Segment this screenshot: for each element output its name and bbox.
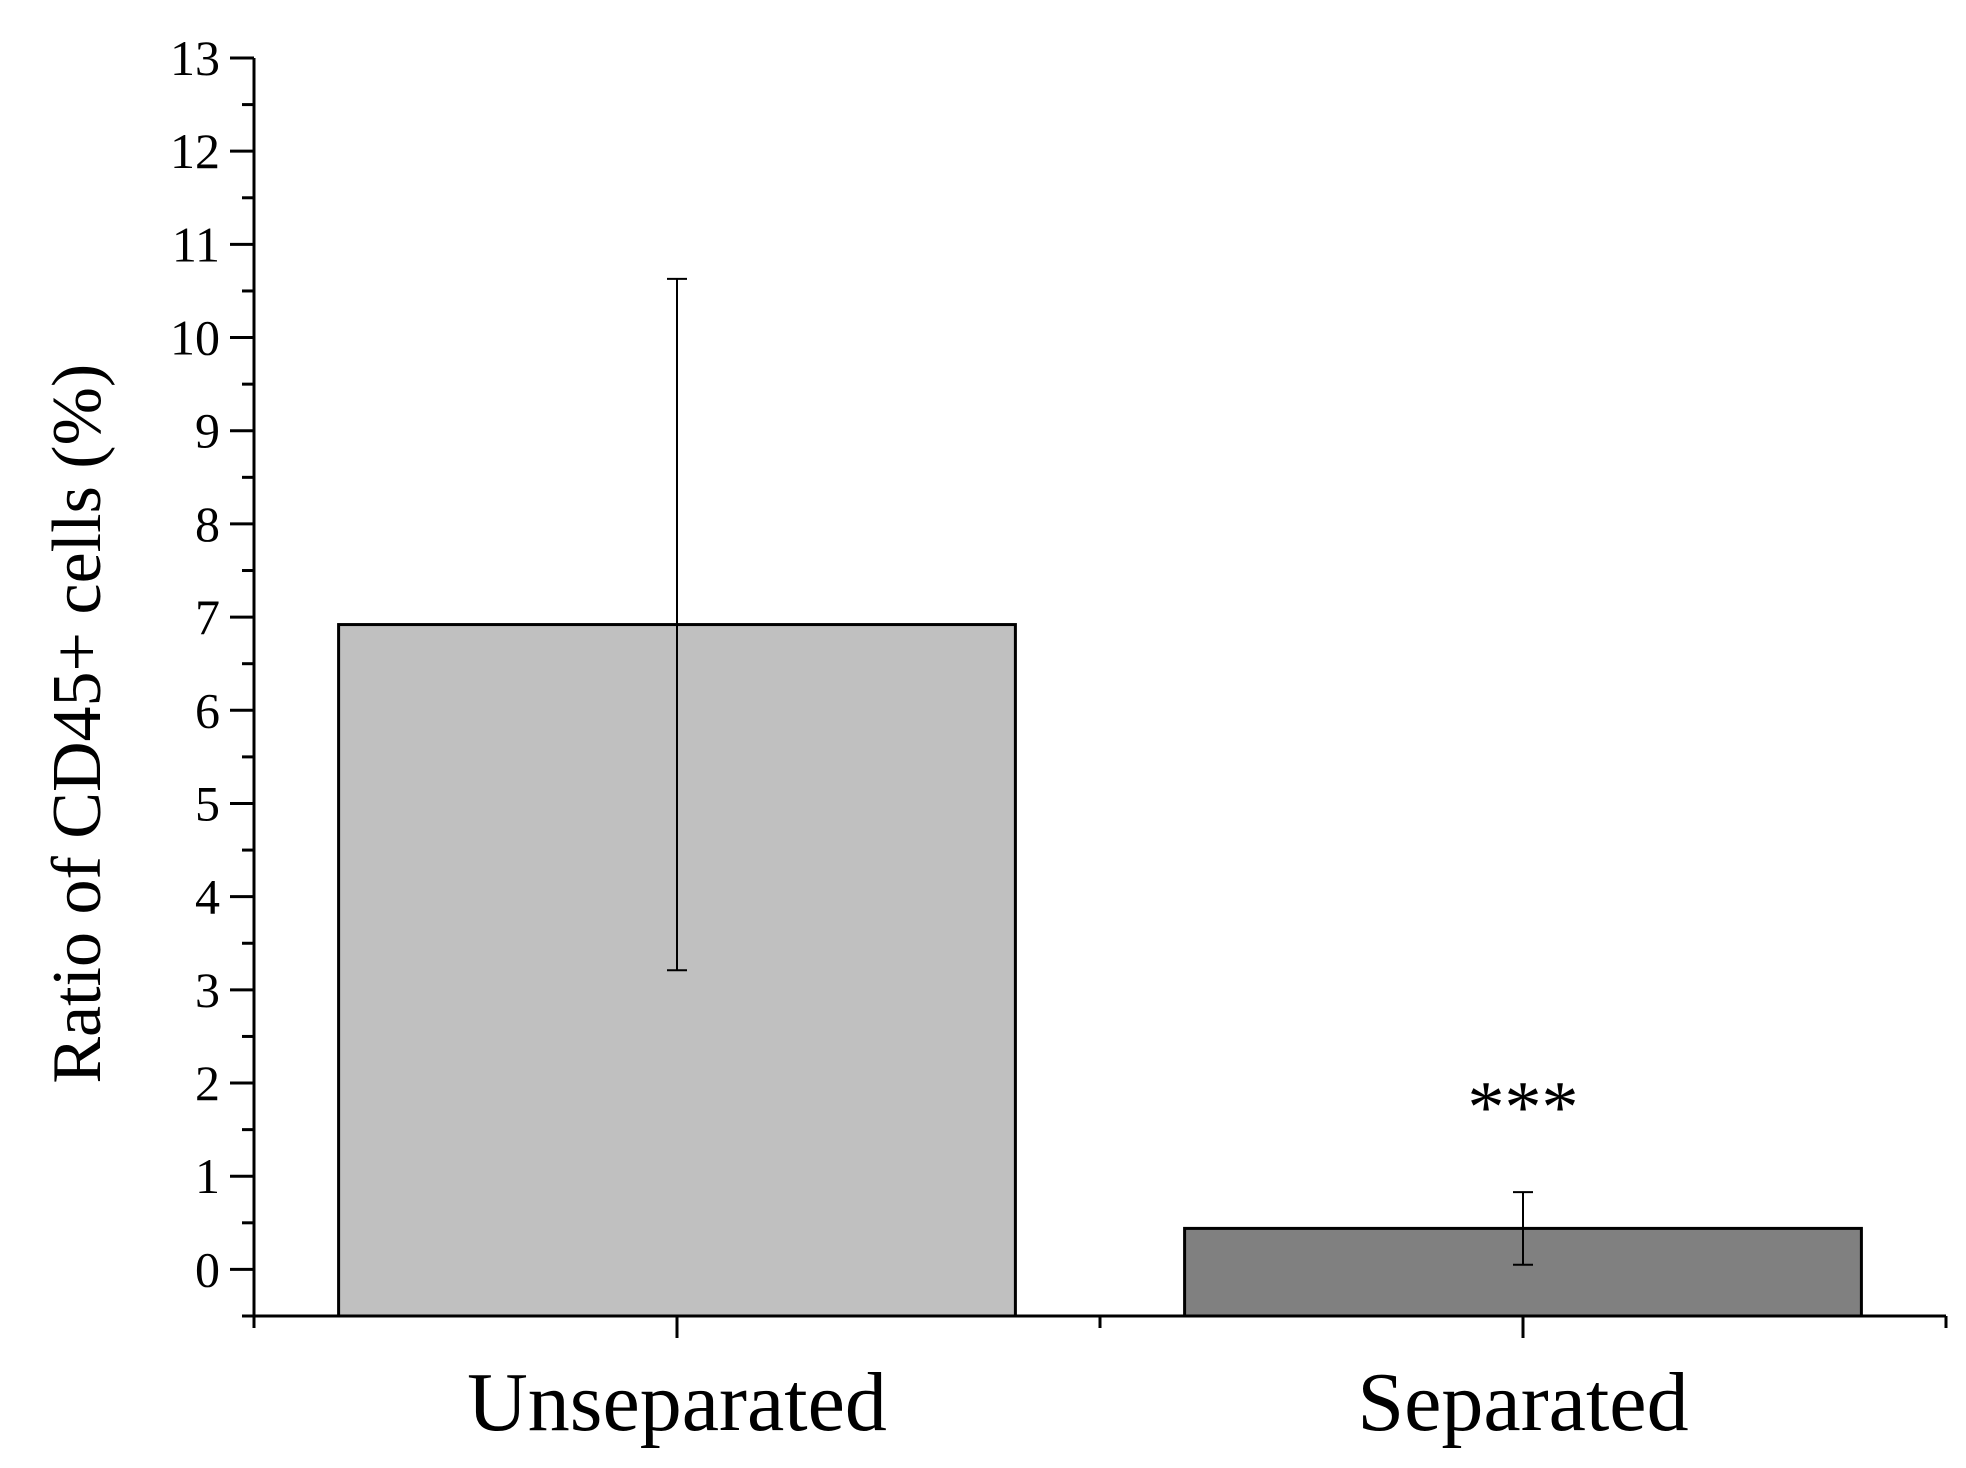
significance-annotation: *** xyxy=(1468,1067,1579,1149)
y-tick-label: 11 xyxy=(172,216,220,272)
y-tick-label: 5 xyxy=(195,775,220,831)
y-tick-label: 4 xyxy=(195,869,220,925)
x-tick-label: Separated xyxy=(1357,1356,1688,1449)
error-bars xyxy=(667,277,1533,1266)
y-tick-label: 7 xyxy=(195,589,220,645)
x-tick-label: Unseparated xyxy=(467,1356,887,1449)
y-tick-label: 12 xyxy=(170,123,220,179)
y-tick-label: 1 xyxy=(195,1148,220,1204)
bars-layer xyxy=(337,623,1863,1318)
y-tick-label: 9 xyxy=(195,403,220,459)
y-tick-label: 13 xyxy=(170,30,220,86)
y-tick-label: 10 xyxy=(170,310,220,366)
y-tick-label: 6 xyxy=(195,682,220,738)
y-tick-label: 0 xyxy=(195,1241,220,1297)
y-tick-label: 2 xyxy=(195,1055,220,1111)
y-tick-label: 3 xyxy=(195,962,220,1018)
category-labels: Unseparated Separated xyxy=(467,1356,1688,1449)
y-axis-label: Ratio of CD45+ cells (%) xyxy=(39,364,116,1084)
annotations: *** xyxy=(1468,1067,1579,1149)
x-ticks xyxy=(252,1316,1948,1338)
y-tick-label: 8 xyxy=(195,496,220,552)
